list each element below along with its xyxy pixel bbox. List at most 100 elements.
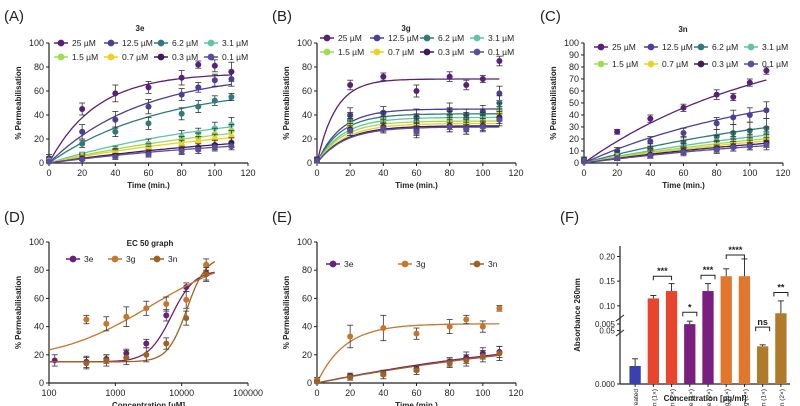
data-point (680, 130, 687, 136)
y-tick-label: 80 (569, 62, 579, 72)
y-tick-label: 40 (34, 322, 44, 332)
y-tick-label: 100 (297, 38, 312, 48)
x-tick-label: 60 (411, 168, 421, 178)
x-tick-label: 20 (345, 388, 355, 398)
data-point (730, 114, 737, 121)
significance-label: *** (703, 265, 714, 275)
legend-marker (107, 53, 115, 61)
bar (738, 276, 751, 384)
data-point (163, 340, 170, 347)
legend-label: 0.7 µM (662, 59, 688, 69)
chart-title: 3g (401, 24, 410, 33)
y-tick-label: 20 (302, 350, 312, 360)
data-point (79, 156, 86, 163)
data-point (195, 103, 202, 110)
legend-marker (473, 48, 481, 56)
data-point (713, 120, 720, 127)
data-point (178, 91, 185, 98)
x-tick-label: 100 (742, 168, 757, 178)
data-point (163, 301, 170, 308)
series-curve (49, 261, 216, 363)
legend-marker (597, 60, 605, 68)
x-tick-label: 100 (207, 168, 222, 178)
legend-label: 3.1 µM (762, 42, 788, 52)
series-curve (316, 120, 500, 164)
x-axis-label: Time (min.) (395, 181, 438, 190)
data-point (103, 320, 110, 327)
series-curve (316, 122, 500, 164)
y-tick-label: 0.000 (595, 380, 616, 389)
data-point (680, 149, 687, 156)
data-point (145, 151, 152, 158)
bar (720, 276, 732, 384)
chart-panel-e: 0 20 40 60 80 100 0 20 40 60 80 100 120 Time (min.) % … (282, 237, 524, 406)
legend-label: 0.1 µM (222, 52, 248, 62)
data-point (413, 128, 420, 135)
data-point (228, 94, 235, 100)
data-point (463, 357, 470, 364)
data-point (145, 103, 152, 110)
legend-marker (207, 39, 215, 47)
x-tick-label: Untreated (633, 389, 640, 406)
data-point (123, 354, 130, 361)
y-tick-label: 0 (307, 378, 312, 388)
series-curve (316, 78, 500, 164)
y-tick-label: 100 (297, 237, 312, 247)
x-tick-label: Van (1×) (651, 389, 658, 406)
y-tick-label: 40 (34, 110, 44, 120)
data-point (763, 142, 770, 148)
y-tick-label: 0 (39, 378, 44, 388)
data-point (143, 340, 150, 347)
legend-marker (647, 43, 655, 51)
legend-label: 12.5 µM (122, 38, 153, 48)
x-tick-label: 20 (345, 168, 355, 178)
legend-label: 0.1 µM (488, 47, 514, 57)
legend-marker (423, 48, 431, 56)
series-curve (316, 125, 500, 164)
x-tick-label: 120 (775, 168, 790, 178)
y-tick-label: 40 (302, 322, 312, 332)
y-tick-label: 100 (564, 38, 579, 48)
y-tick-label: 40 (569, 110, 579, 120)
data-point (195, 146, 202, 153)
data-point (347, 127, 354, 134)
legend-label: 3e (344, 259, 354, 269)
x-tick-label: 40 (378, 168, 388, 178)
chart-panel-a: 0 20 40 60 80 100 0 20 40 60 80 100 120 Time (min.) % … (14, 24, 256, 190)
significance-bracket (652, 275, 673, 281)
data-point (730, 94, 737, 100)
data-point (228, 143, 235, 150)
legend-label: 0.3 µM (172, 52, 198, 62)
significance-label: ** (777, 283, 785, 293)
data-point (463, 126, 470, 133)
significance-label: * (688, 302, 692, 312)
significance-label: *** (657, 266, 668, 276)
data-point (763, 67, 770, 74)
data-point (479, 353, 486, 360)
legend-label: 3e (84, 254, 94, 264)
data-point (463, 82, 470, 88)
data-point (479, 323, 486, 330)
data-point (347, 82, 354, 88)
y-tick-label: 40 (302, 110, 312, 120)
legend-marker (747, 60, 755, 68)
y-axis-label: % Permeabilisation (14, 66, 23, 139)
y-tick-label: 60 (34, 86, 44, 96)
data-point (347, 374, 354, 381)
y-tick-label: 80 (34, 62, 44, 72)
legend-label: 12.5 µM (388, 33, 419, 43)
legend-label: 12.5 µM (662, 42, 693, 52)
x-tick-label: 3n (1×) (761, 389, 768, 406)
data-point (496, 58, 503, 64)
significance-bracket (682, 311, 698, 317)
data-point (746, 112, 753, 118)
x-tick-label: 60 (411, 388, 421, 398)
data-point (83, 360, 90, 367)
legend-label: 1.5 µM (338, 47, 364, 57)
legend-label: 6.2 µM (438, 33, 464, 43)
data-point (314, 378, 320, 385)
chart-panel-b: 0 20 40 60 80 100 0 20 40 60 80 100 120 Time (min.) % … (282, 24, 524, 190)
x-tick-label: 20 (77, 168, 87, 178)
y-tick-label: 10 (569, 146, 579, 156)
